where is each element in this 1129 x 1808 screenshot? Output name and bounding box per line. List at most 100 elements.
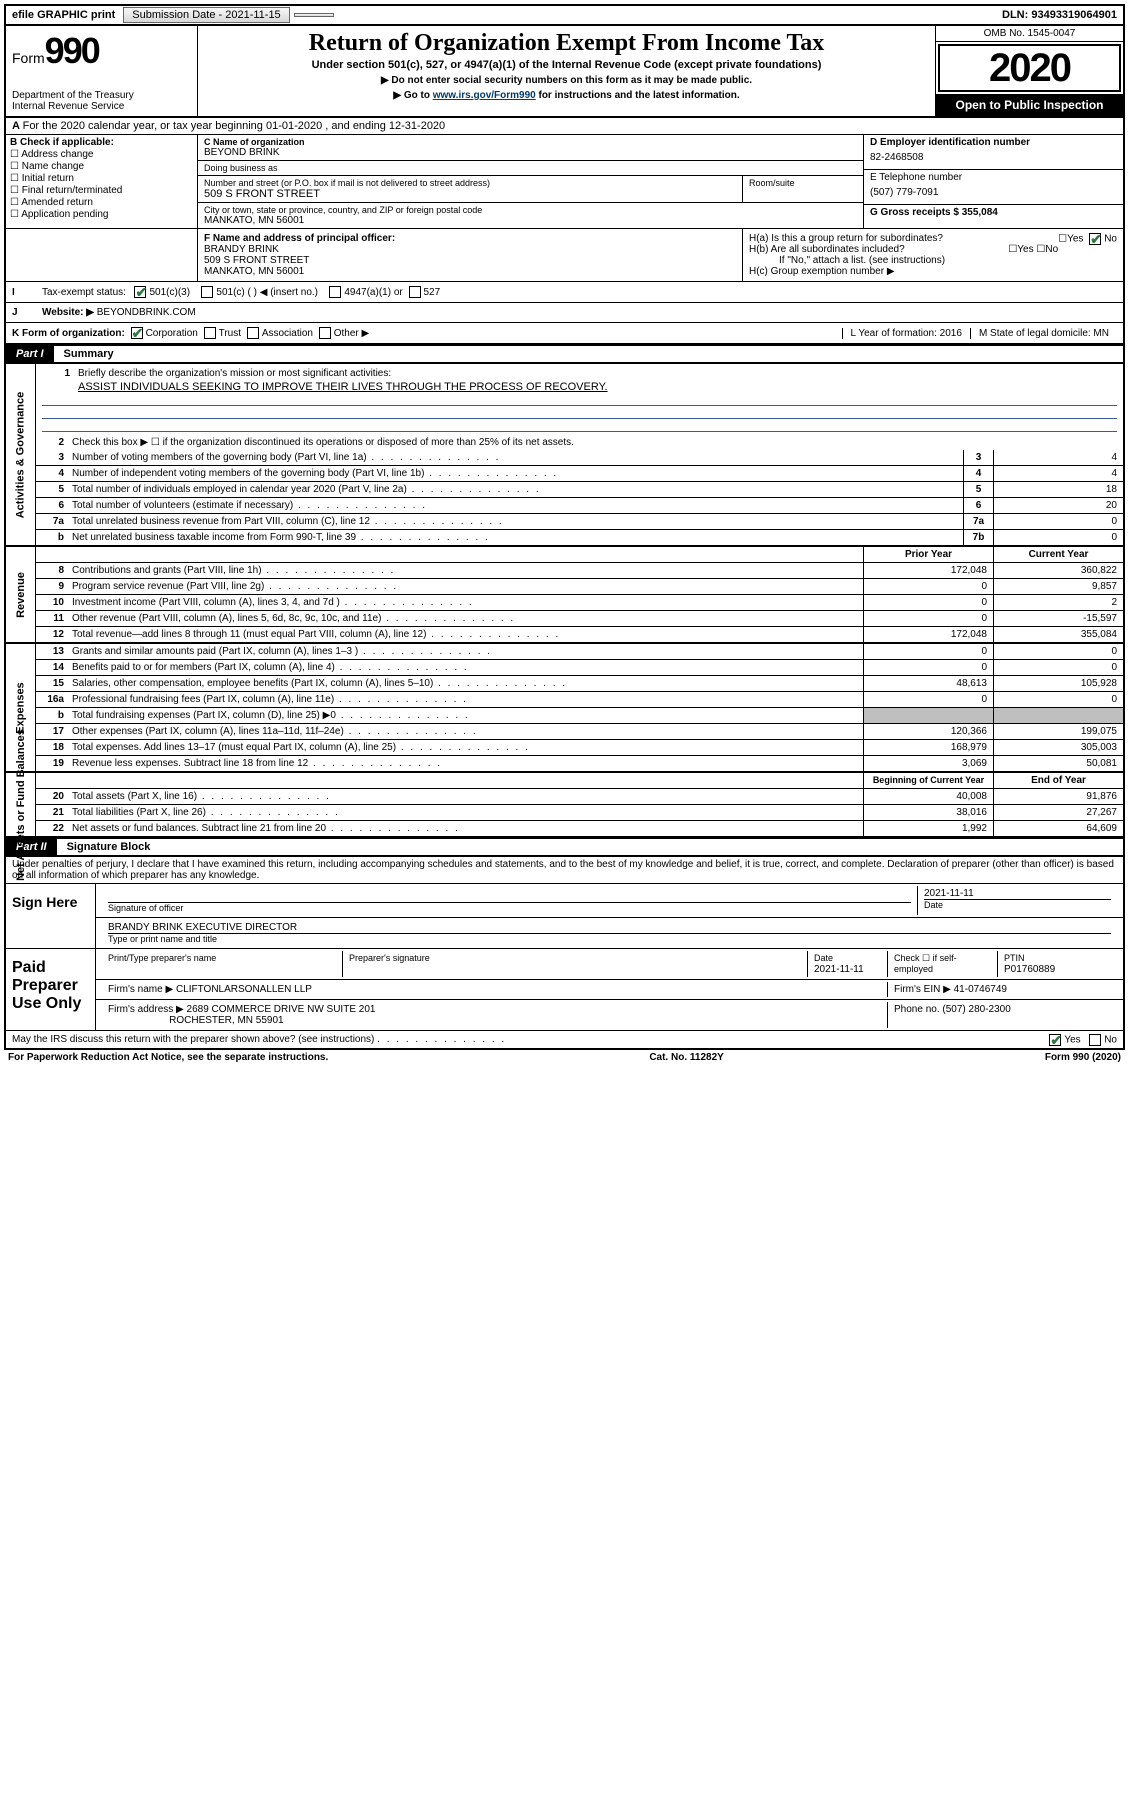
efile-topbar: efile GRAPHIC print Submission Date - 20… — [4, 4, 1125, 26]
dln-label: DLN: 93493319064901 — [996, 9, 1123, 21]
city-cell: City or town, state or province, country… — [198, 203, 863, 228]
officer-name: BRANDY BRINK — [204, 244, 736, 255]
chk-other[interactable] — [319, 327, 331, 339]
cat-no: Cat. No. 11282Y — [649, 1052, 723, 1063]
typed-name: BRANDY BRINK EXECUTIVE DIRECTOR — [108, 922, 297, 933]
discuss-no[interactable] — [1089, 1034, 1101, 1046]
ha-no-checked[interactable] — [1089, 233, 1101, 245]
part1-header: Part I Summary — [4, 345, 1125, 364]
pra-notice: For Paperwork Reduction Act Notice, see … — [8, 1052, 328, 1063]
firm-addr-label: Firm's address ▶ — [108, 1004, 184, 1015]
line-10: 10 Investment income (Part VIII, column … — [36, 595, 1123, 611]
form-title: Return of Organization Exempt From Incom… — [206, 30, 927, 57]
current-year-hdr: Current Year — [993, 547, 1123, 562]
gov-line-b: b Net unrelated business taxable income … — [36, 530, 1123, 545]
part1-title: Summary — [54, 346, 1123, 362]
line-i-tax-status: I Tax-exempt status: 501(c)(3) 501(c) ( … — [4, 281, 1125, 302]
omb-number: OMB No. 1545-0047 — [936, 26, 1123, 42]
discuss-yesno[interactable]: Yes No — [1046, 1034, 1117, 1046]
address-cell: Number and street (or P.O. box if mail i… — [198, 176, 863, 203]
col-d-right: D Employer identification number 82-2468… — [863, 135, 1123, 228]
discuss-yes[interactable] — [1049, 1034, 1061, 1046]
addr-label: Number and street (or P.O. box if mail i… — [204, 178, 736, 188]
gov-line-4: 4 Number of independent voting members o… — [36, 466, 1123, 482]
sig-officer-label: Signature of officer — [108, 902, 911, 913]
sig-date-val: 2021-11-11 — [924, 888, 974, 899]
signature-block: Under penalties of perjury, I declare th… — [4, 857, 1125, 1050]
principal-officer: F Name and address of principal officer:… — [198, 229, 743, 281]
hb-yesno[interactable]: ☐Yes ☐No — [1008, 244, 1058, 255]
firm-phone-label: Phone no. — [894, 1004, 940, 1015]
header-left: Form990 Department of the Treasury Inter… — [6, 26, 198, 116]
firm-name-label: Firm's name ▶ — [108, 984, 173, 995]
chk-501c[interactable] — [201, 286, 213, 298]
part2-num: Part II — [6, 839, 57, 855]
goto-post: for instructions and the latest informat… — [536, 90, 740, 101]
org-name-label: C Name of organization — [204, 137, 857, 147]
chk-initial-return[interactable]: ☐ Initial return — [10, 173, 193, 184]
end-year-hdr: End of Year — [993, 773, 1123, 788]
line-15: 15 Salaries, other compensation, employe… — [36, 676, 1123, 692]
city-label: City or town, state or province, country… — [204, 205, 857, 215]
org-name-cell: C Name of organization BEYOND BRINK — [198, 135, 863, 161]
ptin-value: P01760889 — [1004, 964, 1055, 975]
prep-sig-label: Preparer's signature — [349, 953, 430, 963]
chk-association[interactable] — [247, 327, 259, 339]
ein-cell: D Employer identification number 82-2468… — [864, 135, 1123, 170]
h-block: H(a) Is this a group return for subordin… — [743, 229, 1123, 281]
col-b-checkboxes: B Check if applicable: ☐ Address change … — [6, 135, 198, 228]
q2-text: Check this box ▶ ☐ if the organization d… — [68, 435, 1123, 450]
open-inspection: Open to Public Inspection — [936, 94, 1123, 116]
j-label: Website: ▶ — [42, 307, 94, 318]
form990-link[interactable]: www.irs.gov/Form990 — [433, 90, 536, 101]
typed-label: Type or print name and title — [108, 933, 1111, 944]
dba-cell: Doing business as — [198, 161, 863, 176]
taxyear-text: For the 2020 calendar year, or tax year … — [23, 120, 446, 132]
chk-4947[interactable] — [329, 286, 341, 298]
tab-netassets: Net Assets or Fund Balances — [6, 773, 36, 836]
chk-amended-return[interactable]: ☐ Amended return — [10, 197, 193, 208]
q1-text: Briefly describe the organization's miss… — [74, 366, 1117, 381]
prep-date: 2021-11-11 — [814, 964, 864, 975]
line-14: 14 Benefits paid to or for members (Part… — [36, 660, 1123, 676]
gross-receipts: G Gross receipts $ 355,084 — [870, 207, 1117, 218]
line-a-taxyear: A For the 2020 calendar year, or tax yea… — [4, 116, 1125, 134]
footer: For Paperwork Reduction Act Notice, see … — [4, 1050, 1125, 1065]
typed-name-row: BRANDY BRINK EXECUTIVE DIRECTORType or p… — [96, 918, 1123, 948]
summary-section: Activities & Governance 1Briefly describ… — [4, 364, 1125, 838]
gross-receipts-cell: G Gross receipts $ 355,084 — [864, 205, 1123, 220]
line-16a: 16a Professional fundraising fees (Part … — [36, 692, 1123, 708]
chk-trust[interactable] — [204, 327, 216, 339]
line-21: 21 Total liabilities (Part X, line 26) 3… — [36, 805, 1123, 821]
firm-addr2: ROCHESTER, MN 55901 — [169, 1015, 283, 1026]
phone-cell: E Telephone number (507) 779-7091 — [864, 170, 1123, 205]
gov-line-5: 5 Total number of individuals employed i… — [36, 482, 1123, 498]
org-name: BEYOND BRINK — [204, 147, 857, 158]
revenue-header-row: Prior Year Current Year — [36, 547, 1123, 563]
begin-year-hdr: Beginning of Current Year — [863, 773, 993, 788]
dept-treasury: Department of the Treasury — [12, 90, 191, 101]
ein-value: 82-2468508 — [870, 148, 1117, 167]
check-self-employed[interactable]: Check ☐ if self-employed — [887, 951, 997, 977]
chk-501c3[interactable] — [134, 286, 146, 298]
irs-label: Internal Revenue Service — [12, 101, 191, 112]
chk-527[interactable] — [409, 286, 421, 298]
line-13: 13 Grants and similar amounts paid (Part… — [36, 644, 1123, 660]
firm-addr1: 2689 COMMERCE DRIVE NW SUITE 201 — [187, 1004, 376, 1015]
chk-application-pending[interactable]: ☐ Application pending — [10, 209, 193, 220]
officer-addr: 509 S FRONT STREET — [204, 255, 736, 266]
room-label: Room/suite — [749, 178, 857, 188]
chk-name-change[interactable]: ☐ Name change — [10, 161, 193, 172]
line-8: 8 Contributions and grants (Part VIII, l… — [36, 563, 1123, 579]
firm-addr-row: Firm's address ▶ 2689 COMMERCE DRIVE NW … — [96, 1000, 1123, 1030]
efile-label: efile GRAPHIC print — [6, 9, 121, 21]
blank-button[interactable] — [294, 13, 334, 17]
chk-final-return[interactable]: ☐ Final return/terminated — [10, 185, 193, 196]
line-11: 11 Other revenue (Part VIII, column (A),… — [36, 611, 1123, 627]
ha-yesno[interactable]: ☐Yes No — [1058, 233, 1117, 245]
submission-date-button[interactable]: Submission Date - 2021-11-15 — [123, 7, 289, 23]
chk-address-change[interactable]: ☐ Address change — [10, 149, 193, 160]
chk-corporation[interactable] — [131, 327, 143, 339]
addr-value: 509 S FRONT STREET — [204, 188, 736, 200]
h-note: If "No," attach a list. (see instruction… — [749, 255, 1117, 266]
